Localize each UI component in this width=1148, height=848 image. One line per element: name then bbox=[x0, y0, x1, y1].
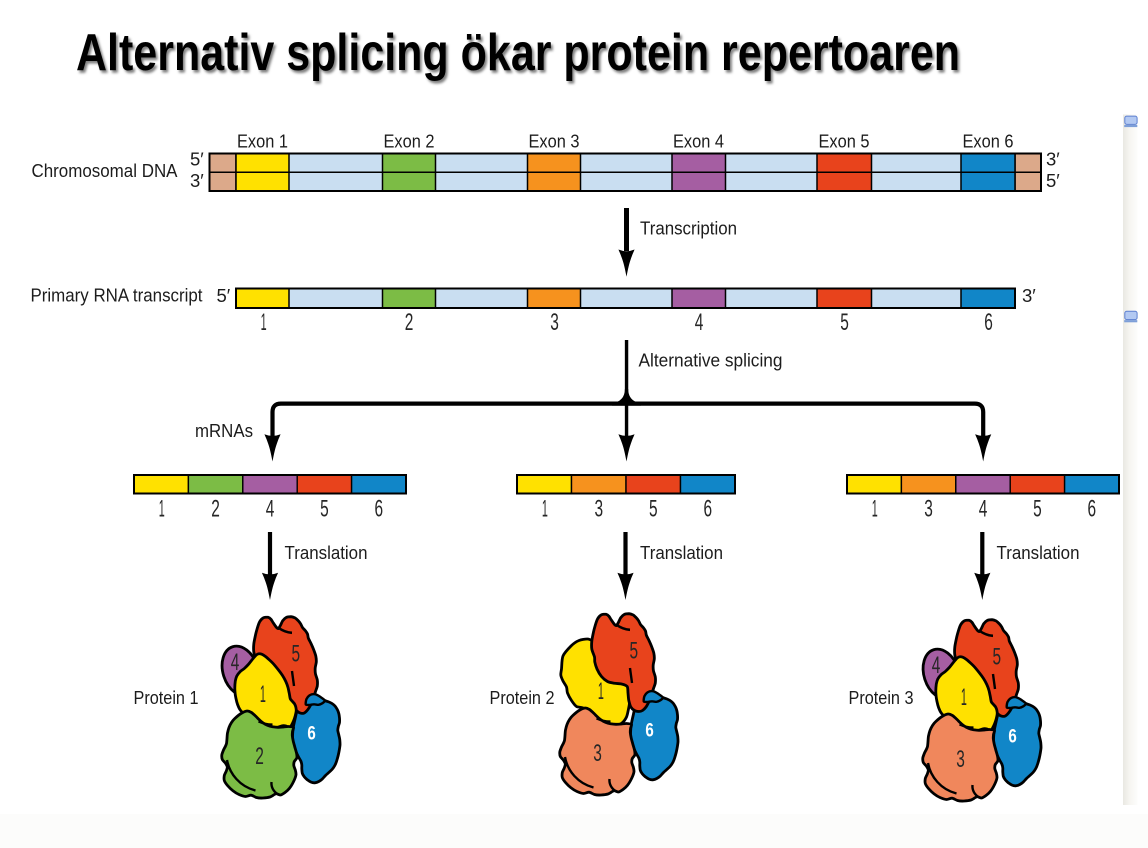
svg-text:6: 6 bbox=[704, 496, 713, 523]
svg-text:6: 6 bbox=[307, 724, 315, 745]
svg-text:5: 5 bbox=[630, 638, 639, 665]
svg-text:4: 4 bbox=[932, 652, 941, 679]
svg-text:4: 4 bbox=[266, 496, 275, 523]
svg-text:5: 5 bbox=[993, 644, 1002, 671]
svg-text:Protein 3: Protein 3 bbox=[849, 687, 914, 708]
svg-text:Exon 2: Exon 2 bbox=[384, 131, 435, 152]
svg-text:Alternative splicing: Alternative splicing bbox=[639, 350, 783, 371]
svg-text:5: 5 bbox=[649, 496, 658, 523]
svg-text:5: 5 bbox=[292, 641, 301, 668]
svg-text:Protein 2: Protein 2 bbox=[490, 687, 555, 708]
svg-text:Protein 1: Protein 1 bbox=[134, 687, 199, 708]
svg-text:3: 3 bbox=[550, 309, 559, 336]
svg-text:4: 4 bbox=[231, 649, 240, 676]
svg-text:Chromosomal DNA: Chromosomal DNA bbox=[32, 160, 179, 181]
svg-text:5′: 5′ bbox=[190, 149, 204, 170]
svg-text:6: 6 bbox=[1008, 727, 1016, 748]
svg-text:2: 2 bbox=[255, 743, 264, 770]
svg-text:3: 3 bbox=[593, 740, 602, 767]
svg-text:5: 5 bbox=[1033, 496, 1042, 523]
svg-text:5: 5 bbox=[840, 309, 849, 336]
svg-text:2: 2 bbox=[405, 309, 414, 336]
svg-text:2: 2 bbox=[211, 496, 220, 523]
svg-text:6: 6 bbox=[984, 309, 993, 336]
svg-text:3: 3 bbox=[956, 746, 965, 773]
svg-text:Exon 4: Exon 4 bbox=[673, 131, 724, 152]
svg-text:1: 1 bbox=[961, 684, 967, 711]
svg-text:5′: 5′ bbox=[217, 285, 231, 306]
svg-text:Exon 3: Exon 3 bbox=[529, 131, 580, 152]
svg-text:5: 5 bbox=[320, 496, 329, 523]
svg-text:3: 3 bbox=[595, 496, 604, 523]
svg-text:mRNAs: mRNAs bbox=[195, 420, 253, 441]
svg-text:1: 1 bbox=[598, 678, 604, 705]
svg-text:3′: 3′ bbox=[1022, 285, 1036, 306]
svg-text:Exon 1: Exon 1 bbox=[237, 131, 288, 152]
svg-text:6: 6 bbox=[375, 496, 384, 523]
svg-text:4: 4 bbox=[695, 309, 704, 336]
svg-text:Translation: Translation bbox=[997, 542, 1080, 563]
svg-text:6: 6 bbox=[645, 721, 653, 742]
svg-text:Alternativ splicing ökar prote: Alternativ splicing ökar protein reperto… bbox=[76, 24, 960, 82]
svg-text:1: 1 bbox=[261, 309, 267, 336]
svg-text:3: 3 bbox=[924, 496, 933, 523]
svg-text:3′: 3′ bbox=[190, 170, 204, 191]
svg-text:5′: 5′ bbox=[1046, 170, 1060, 191]
svg-text:Translation: Translation bbox=[285, 542, 368, 563]
svg-text:Translation: Translation bbox=[640, 542, 723, 563]
svg-text:1: 1 bbox=[159, 496, 165, 523]
svg-text:4: 4 bbox=[979, 496, 988, 523]
svg-text:Transcription: Transcription bbox=[640, 218, 737, 239]
svg-text:6: 6 bbox=[1088, 496, 1097, 523]
svg-text:3′: 3′ bbox=[1046, 149, 1060, 170]
svg-text:Primary RNA transcript: Primary RNA transcript bbox=[31, 285, 203, 306]
svg-text:Exon 6: Exon 6 bbox=[963, 131, 1014, 152]
svg-text:Exon 5: Exon 5 bbox=[819, 131, 870, 152]
svg-text:1: 1 bbox=[260, 681, 266, 708]
svg-text:1: 1 bbox=[872, 496, 878, 523]
svg-text:1: 1 bbox=[542, 496, 548, 523]
